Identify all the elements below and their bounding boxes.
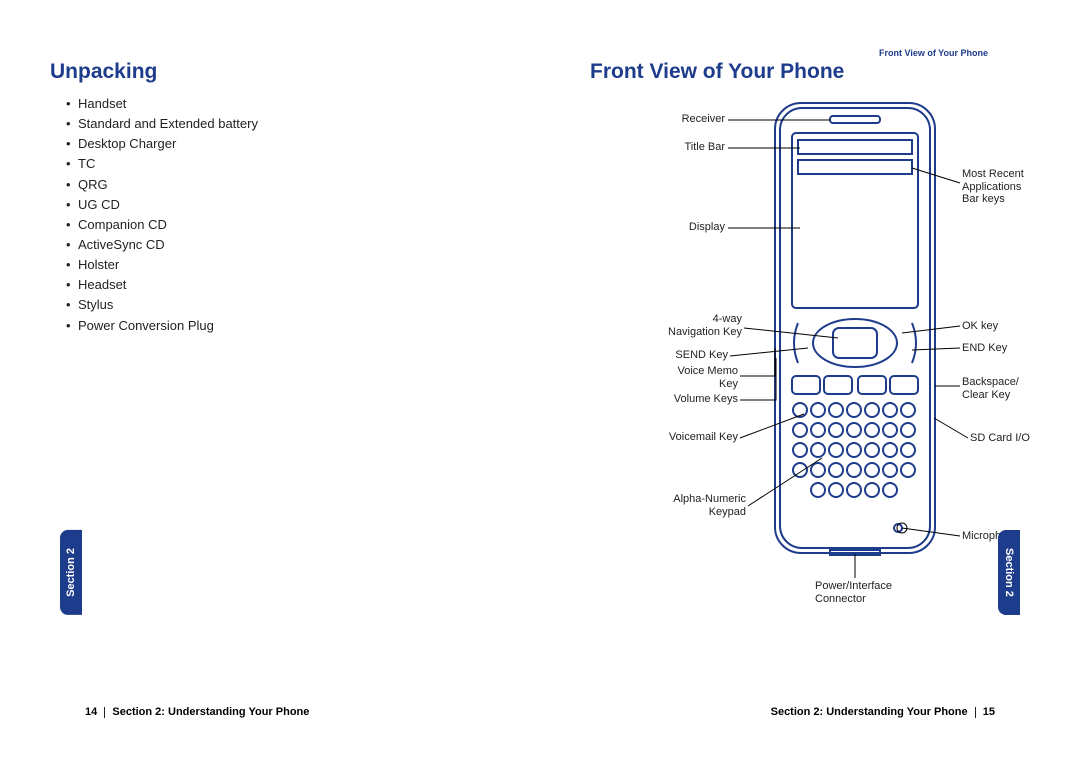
label-voicemail-key: Voicemail Key: [610, 431, 738, 444]
section-tab-left: Section 2: [60, 530, 82, 615]
list-item: TC: [66, 154, 490, 174]
label-display: Display: [610, 221, 725, 234]
running-header: Front View of Your Phone: [879, 48, 988, 58]
label-keypad: Alpha-Numeric Keypad: [610, 493, 746, 518]
list-item: Companion CD: [66, 215, 490, 235]
page-number: 14: [85, 706, 97, 718]
label-nav-key: 4-way Navigation Key: [610, 313, 742, 338]
footer-text: Section 2: Understanding Your Phone: [112, 706, 309, 718]
heading-unpacking: Unpacking: [50, 60, 490, 84]
label-receiver: Receiver: [610, 113, 725, 126]
list-item: Power Conversion Plug: [66, 316, 490, 336]
label-title-bar: Title Bar: [610, 141, 725, 154]
page-number: 15: [983, 706, 995, 718]
label-sd-card: SD Card I/O: [970, 432, 1030, 445]
list-item: QRG: [66, 175, 490, 195]
label-connector: Power/Interface Connector: [815, 580, 892, 605]
page-right: Front View of Your Phone Front View of Y…: [540, 0, 1080, 763]
label-ok-key: OK key: [962, 320, 998, 333]
section-tab-right: Section 2: [998, 530, 1020, 615]
phone-diagram: Receiver Title Bar Display 4-way Navigat…: [590, 98, 1030, 618]
heading-front-view: Front View of Your Phone: [590, 60, 1030, 84]
label-volume-keys: Volume Keys: [610, 393, 738, 406]
divider-icon: [104, 707, 105, 718]
list-item: Stylus: [66, 295, 490, 315]
list-item: Headset: [66, 275, 490, 295]
list-item: Holster: [66, 255, 490, 275]
page-left: Unpacking Handset Standard and Extended …: [0, 0, 540, 763]
footer-left: 14 Section 2: Understanding Your Phone: [85, 706, 309, 718]
footer-text: Section 2: Understanding Your Phone: [771, 706, 968, 718]
list-item: Desktop Charger: [66, 134, 490, 154]
label-end-key: END Key: [962, 342, 1007, 355]
label-voice-memo: Voice Memo Key: [610, 365, 738, 390]
list-item: Standard and Extended battery: [66, 114, 490, 134]
footer-right: Section 2: Understanding Your Phone 15: [771, 706, 995, 718]
divider-icon: [975, 707, 976, 718]
label-most-recent: Most Recent Applications Bar keys: [962, 168, 1024, 206]
list-item: UG CD: [66, 195, 490, 215]
label-backspace: Backspace/ Clear Key: [962, 376, 1019, 401]
label-send-key: SEND Key: [610, 349, 728, 362]
list-item: Handset: [66, 94, 490, 114]
list-item: ActiveSync CD: [66, 235, 490, 255]
unpacking-list: Handset Standard and Extended battery De…: [50, 94, 490, 336]
